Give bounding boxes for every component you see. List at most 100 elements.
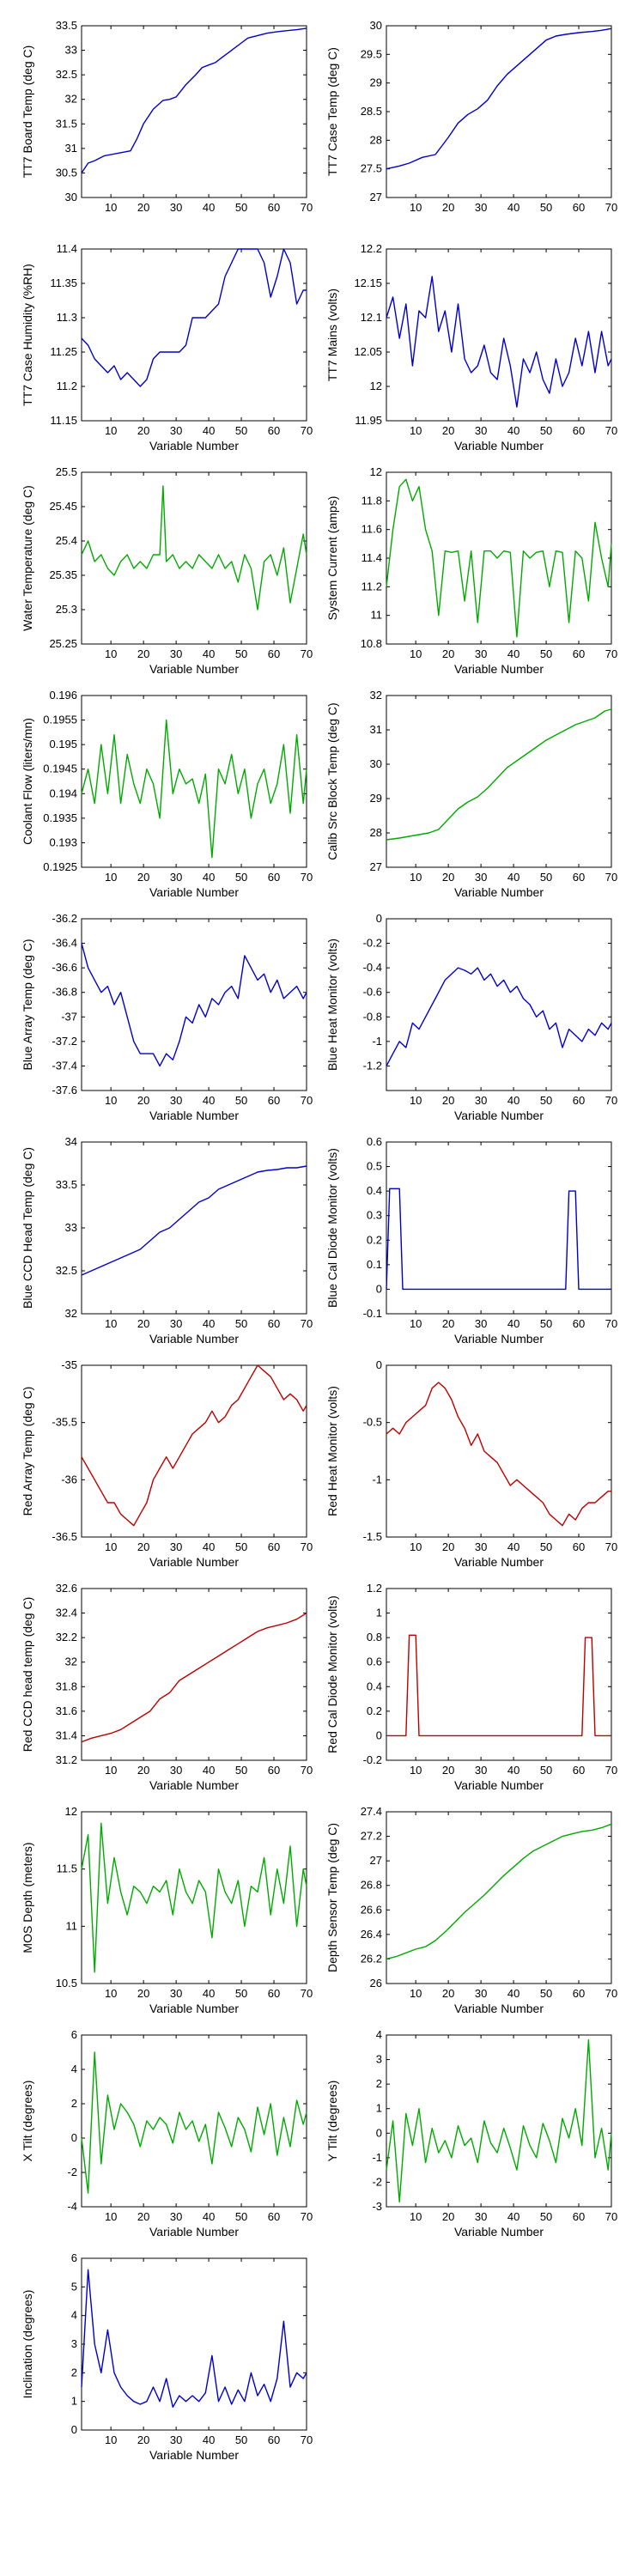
series-line [386,1188,611,1291]
y-tick-label: 27 [370,860,382,873]
x-tick-label: 20 [137,1094,149,1107]
x-tick-label: 70 [301,1540,313,1553]
x-tick-label: 10 [105,1987,117,2000]
x-tick-label: 40 [203,424,215,437]
x-axis-label: Variable Number [454,439,544,453]
y-tick-label: 32 [65,93,77,106]
series-line [81,719,307,859]
y-tick-label: 32 [65,1307,77,1320]
x-tick-label: 40 [507,201,519,214]
x-tick-label: 40 [507,1764,519,1777]
x-tick-label: 70 [605,647,617,660]
x-tick-label: 50 [235,1987,247,2000]
chart-panel: 10 20 30 40 50 60 70 -1.5 -1 -0.5 0 Red Heat Monito… [325,1358,617,1569]
y-tick-label: 32 [370,689,382,702]
y-axis-label: MOS Depth (meters) [21,1842,34,1953]
x-tick-label: 60 [573,1094,585,1107]
y-tick-label: 25.35 [49,568,77,581]
x-tick-label: 30 [170,2433,182,2446]
x-tick-label: 70 [605,201,617,214]
x-axis-label: Variable Number [454,885,544,899]
y-axis-label: Blue Array Temp (deg C) [21,939,34,1070]
series-line [386,1382,611,1527]
y-tick-label: 33.5 [56,1178,77,1191]
x-tick-label: 50 [235,647,247,660]
series-line [386,1823,612,1960]
y-tick-label: 34 [65,1135,77,1148]
y-axis-label: Y Tilt (degrees) [325,2081,339,2162]
x-axis-label: Variable Number [149,1332,239,1346]
x-tick-label: 20 [442,871,454,884]
y-tick-label: -0.6 [363,986,382,999]
series-line [386,478,612,638]
plot-frame [386,1811,612,1984]
x-tick-label: 40 [203,201,215,214]
x-tick-label: 60 [573,1317,585,1330]
x-tick-label: 50 [540,424,552,437]
y-tick-label: 11.6 [361,523,382,536]
y-tick-label: 25.5 [56,465,77,478]
series-line [81,2269,307,2409]
x-tick-label: 50 [540,201,552,214]
x-tick-label: 20 [442,201,454,214]
x-tick-label: 70 [301,424,313,437]
y-tick-label: 6 [71,2251,77,2264]
x-tick-label: 10 [105,201,117,214]
y-tick-label: -36.6 [52,961,77,974]
x-tick-label: 50 [235,1094,247,1107]
y-tick-label: 31.4 [56,1728,77,1741]
x-tick-label: 60 [268,1987,280,2000]
x-tick-label: 70 [605,424,617,437]
x-axis-label: Variable Number [149,2225,239,2239]
x-tick-label: 60 [268,647,280,660]
y-axis-label: Red Heat Monitor (volts) [325,1386,339,1516]
x-tick-label: 70 [301,1317,313,1330]
y-axis-label: Inclination (degrees) [21,2290,34,2399]
x-tick-label: 40 [507,871,519,884]
x-tick-label: 40 [203,2210,215,2223]
y-tick-label: 0.4 [367,1680,382,1692]
x-tick-label: 10 [410,647,422,660]
x-axis-label: Variable Number [149,662,239,676]
x-tick-label: 70 [605,1317,617,1330]
x-axis-label: Variable Number [149,1778,239,1792]
y-tick-label: 0.1 [367,1258,382,1271]
y-tick-label: 4 [71,2063,77,2075]
y-tick-label: 0.194 [49,787,77,799]
y-tick-label: 1 [71,2395,77,2408]
x-tick-label: 20 [137,1317,149,1330]
x-tick-label: 10 [410,1094,422,1107]
y-axis-label: Depth Sensor Temp (deg C) [325,1823,339,1972]
x-tick-label: 30 [170,1764,182,1777]
y-tick-label: -0.4 [363,961,382,974]
x-tick-label: 20 [137,2210,149,2223]
x-axis-label: Variable Number [149,1555,239,1569]
y-axis-label: Calib Src Block Temp (deg C) [325,702,339,860]
y-tick-label: 33 [65,44,77,57]
x-tick-label: 30 [170,871,182,884]
series-line [386,2038,612,2203]
x-tick-label: 30 [475,201,487,214]
x-tick-label: 10 [105,1317,117,1330]
y-tick-label: -1 [372,2151,382,2164]
plot-frame [386,695,612,868]
y-tick-label: 31.6 [56,1704,77,1717]
x-tick-label: 50 [540,647,552,660]
y-axis-label: TT7 Case Temp (deg C) [325,47,339,176]
y-tick-label: 33.5 [56,19,77,32]
x-tick-label: 10 [105,1540,117,1553]
x-tick-label: 30 [475,871,487,884]
y-axis-label: Water Temperature (deg C) [21,485,34,631]
y-tick-label: 30 [370,757,382,770]
y-axis-label: Blue Cal Diode Monitor (volts) [325,1148,339,1308]
y-tick-label: 0.6 [367,1656,382,1668]
y-axis-label: Red CCD head temp (deg C) [21,1597,34,1753]
plot-frame [386,248,612,422]
x-tick-label: 70 [301,647,313,660]
series-line [81,485,307,611]
x-tick-label: 50 [540,1094,552,1107]
y-axis-label: TT7 Board Temp (deg C) [21,46,34,179]
x-tick-label: 70 [605,1987,617,2000]
series-line [386,967,612,1066]
y-tick-label: 25.25 [49,637,77,650]
